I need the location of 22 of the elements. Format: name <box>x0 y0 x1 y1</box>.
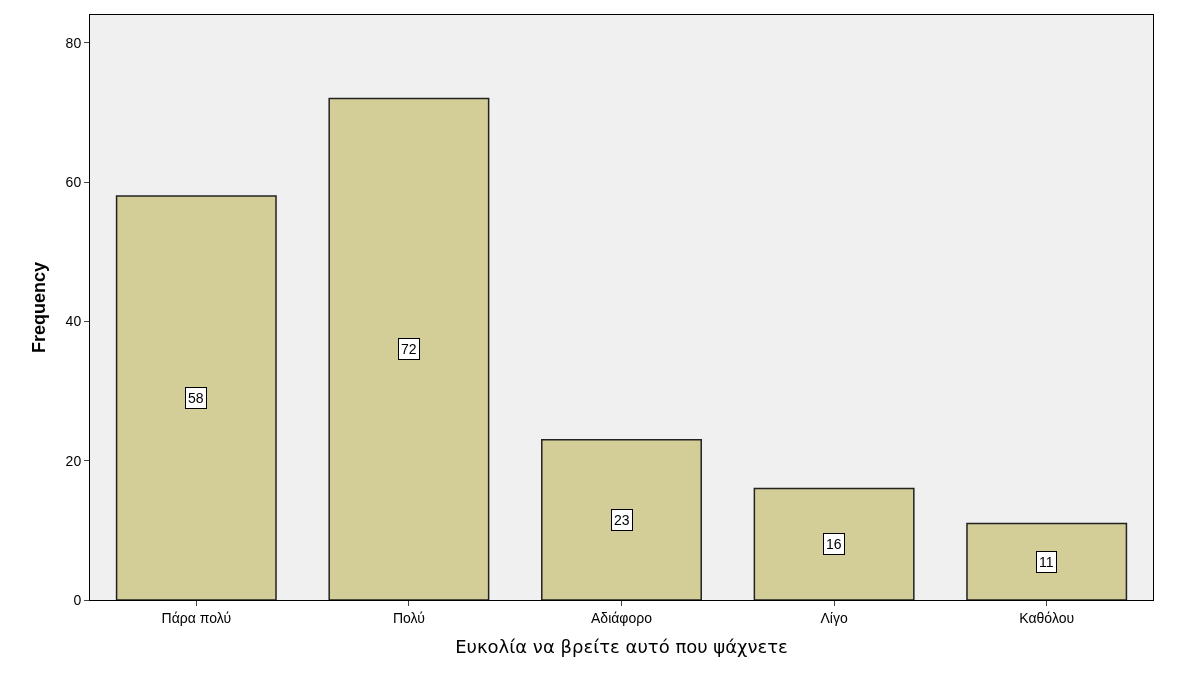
data-label: 72 <box>401 341 417 357</box>
data-label: 11 <box>1039 554 1054 570</box>
bar <box>753 487 915 600</box>
x-tick-label: Πάρα πολύ <box>161 609 232 626</box>
data-label: 58 <box>188 390 204 406</box>
bar <box>115 195 277 600</box>
x-tick-label: Καθόλου <box>1019 609 1075 626</box>
y-tick-label: 40 <box>65 313 82 330</box>
x-tick-label: Πολύ <box>392 609 425 626</box>
y-tick-label: 60 <box>65 174 82 191</box>
x-tick-label: Λίγο <box>820 609 848 626</box>
bar <box>541 439 702 600</box>
y-axis-title: Frequency <box>28 261 49 354</box>
y-tick-label: 20 <box>65 452 82 469</box>
data-label: 16 <box>826 536 842 552</box>
x-tick-label: Αδιάφορο <box>591 609 653 626</box>
y-tick-label: 0 <box>73 591 82 608</box>
bar <box>966 522 1128 600</box>
x-axis-title: Ευκολία να βρείτε αυτό που ψάχνετε <box>455 635 788 657</box>
bar <box>328 97 490 600</box>
y-tick-label: 80 <box>65 34 82 51</box>
data-label: 23 <box>614 512 630 528</box>
